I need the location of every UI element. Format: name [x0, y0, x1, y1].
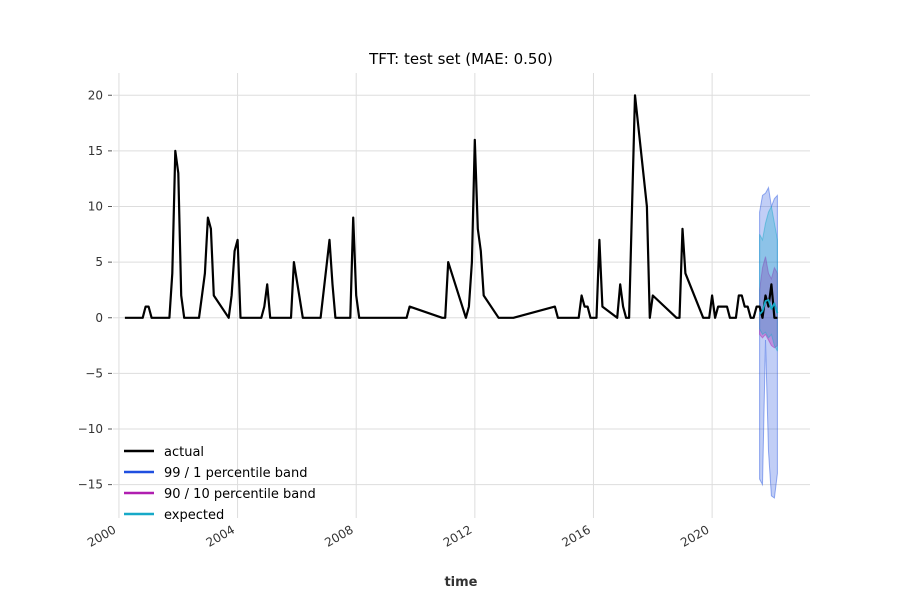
series-line: [758, 298, 779, 315]
y-tick-label: −15: [78, 478, 103, 492]
x-axis-label: time: [444, 575, 477, 590]
chart-title: TFT: test set (MAE: 0.50): [368, 50, 553, 68]
y-tick-label: 15: [88, 144, 103, 158]
x-tick-label: 2020: [678, 522, 711, 549]
y-tick-label: −5: [85, 366, 103, 380]
x-tick-labels: 2000 2004 2008 2012 2016 2020: [85, 522, 712, 549]
y-tick-label: 20: [88, 88, 103, 102]
legend-label: expected: [164, 508, 224, 523]
y-tick-label: 10: [88, 200, 103, 214]
x-tick-label: 2012: [441, 522, 474, 549]
y-tick-labels: −15 −10 −5 0 5 10 15 20: [78, 88, 103, 491]
legend-label: actual: [164, 445, 204, 460]
band-area: [759, 186, 778, 499]
legend-label: 99 / 1 percentile band: [164, 466, 307, 481]
percentile-bands: [759, 186, 778, 499]
x-tick-label: 2000: [85, 522, 118, 549]
legend-label: 90 / 10 percentile band: [164, 487, 316, 502]
x-tick-label: 2008: [322, 522, 355, 549]
series-line: [124, 94, 778, 319]
x-tick-label: 2016: [560, 522, 593, 549]
series-lines: [124, 94, 779, 319]
y-tick-label: 0: [95, 311, 103, 325]
y-tick-label: 5: [95, 255, 103, 269]
band-area: [759, 204, 778, 352]
grid: [108, 73, 810, 518]
x-tick-label: 2004: [204, 522, 237, 549]
legend: actual 99 / 1 percentile band 90 / 10 perc…: [124, 445, 316, 523]
y-tick-label: −10: [78, 422, 103, 436]
